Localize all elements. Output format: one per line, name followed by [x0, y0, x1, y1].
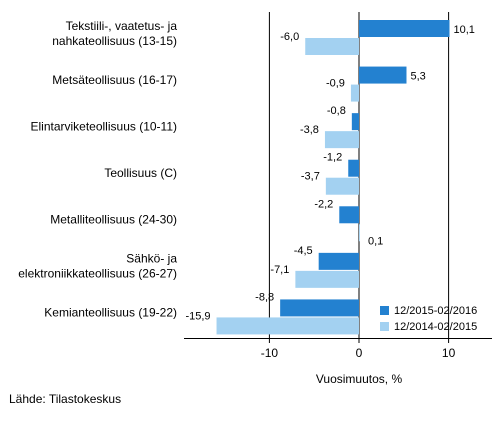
category-label: Elintarviketeollisuus (10-11): [30, 119, 177, 133]
bar: [359, 20, 450, 37]
category-label: Teollisuus (C): [104, 166, 177, 180]
category-label: nahkateollisuus (13-15): [52, 34, 177, 48]
data-label: -6,0: [280, 31, 299, 43]
data-label: -4,5: [294, 245, 313, 257]
bar: [359, 66, 407, 84]
bar: [339, 206, 359, 224]
x-tick-label: -10: [261, 346, 279, 360]
data-label: -3,8: [300, 124, 319, 136]
bar: [351, 113, 359, 131]
bar: [318, 252, 359, 270]
legend: 12/2015-02/2016 12/2014-02/2015: [380, 305, 477, 333]
x-tick-label: 10: [442, 346, 456, 360]
data-label: 10,1: [453, 24, 474, 36]
legend-label: 12/2014-02/2015: [394, 321, 477, 333]
category-label: Kemianteollisuus (19-22): [44, 306, 177, 320]
data-label: -3,7: [301, 171, 320, 183]
legend-label: 12/2015-02/2016: [394, 305, 477, 317]
legend-swatch: [380, 306, 389, 315]
x-axis-title: Vuosimuutos, %: [316, 372, 403, 386]
category-label: Metsäteollisuus (16-17): [52, 73, 177, 87]
data-label: -1,2: [323, 152, 342, 164]
category-label: elektroniikkateollisuus (26-27): [18, 267, 177, 281]
data-label: -7,1: [270, 264, 289, 276]
bar: [359, 224, 360, 242]
axes: -10 0 10: [184, 338, 492, 360]
data-label: -0,8: [327, 105, 346, 117]
data-label: -8,8: [255, 291, 274, 303]
category-labels: Tekstiili-, vaatetus- janahkateollisuus …: [18, 19, 177, 320]
data-labels: 10,1 -6,0 5,3 -0,9 -0,8 -3,8 -1,2-3,7 -2,2 0,1 -4…: [185, 24, 474, 322]
source-note: Lähde: Tilastokeskus: [9, 392, 122, 406]
bar: [216, 317, 359, 335]
category-label: Tekstiili-, vaatetus- ja: [66, 19, 178, 33]
bar: [348, 159, 359, 177]
bar: [295, 270, 359, 288]
legend-swatch: [380, 322, 389, 331]
x-tick-label: 0: [356, 346, 363, 360]
category-label: Sähkö- ja: [126, 252, 177, 266]
data-label: 5,3: [410, 71, 425, 83]
data-label: 0,1: [368, 235, 383, 247]
bar: [325, 177, 359, 195]
category-label: Metalliteollisuus (24-30): [50, 213, 177, 227]
data-label: -2,2: [314, 198, 333, 210]
bars: [216, 20, 450, 335]
bar: [350, 84, 359, 102]
bar: [305, 38, 359, 55]
bar: [280, 299, 359, 317]
bar: [324, 131, 359, 149]
data-label: -0,9: [326, 78, 345, 90]
data-label: -15,9: [185, 310, 210, 322]
